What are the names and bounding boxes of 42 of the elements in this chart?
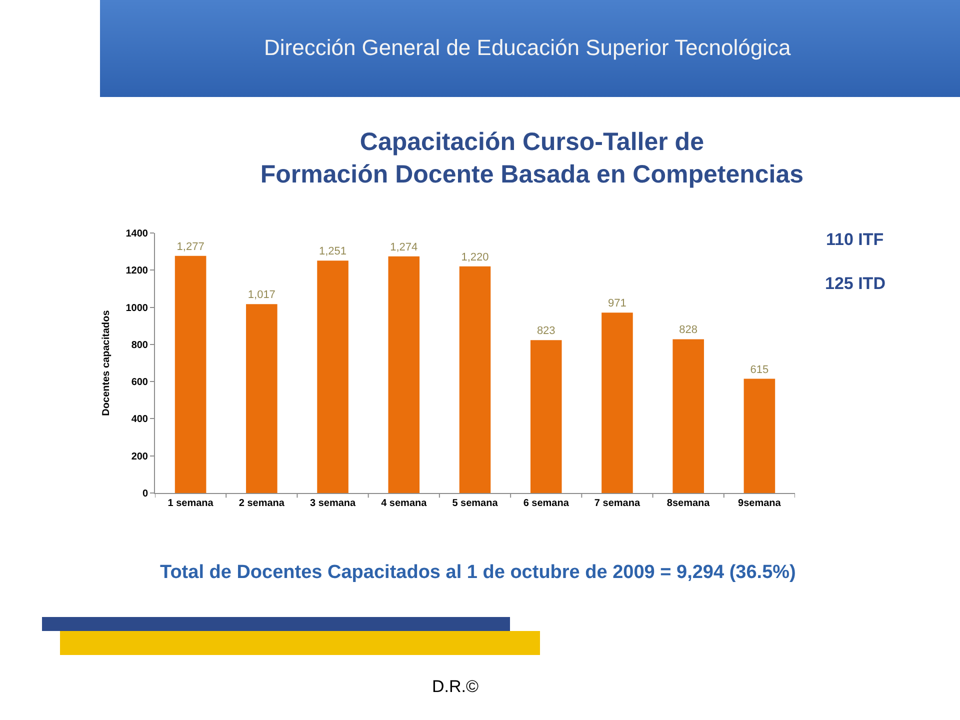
bar	[317, 260, 348, 493]
y-axis-title: Docentes capacitados	[100, 310, 112, 416]
data-label: 1,220	[461, 251, 489, 264]
data-label: 615	[750, 364, 769, 376]
text: 110 ITF	[826, 230, 884, 249]
text: D.R.©	[432, 677, 479, 696]
data-label: 828	[679, 324, 698, 336]
data-label: 971	[608, 298, 626, 310]
y-tick-label: 600	[131, 377, 148, 388]
x-tick-label: 6 semana	[523, 498, 570, 509]
y-tick-label: 1400	[126, 228, 148, 240]
x-tick-label: 7 semana	[594, 498, 640, 509]
x-tick-label: 9semana	[738, 498, 782, 509]
text: Dirección General de Educación Superior Tecnológica	[264, 35, 792, 60]
chart-title: Capacitación Curso-Taller de Formación Docente Basada en Competencias	[260, 128, 804, 188]
y-tick-label: 400	[131, 414, 148, 426]
x-tick-label: 5 semana	[452, 498, 498, 509]
y-tick-label: 800	[131, 340, 148, 351]
x-tick-label: 3 semana	[310, 498, 356, 509]
y-tick-label: 1000	[126, 302, 148, 314]
bar	[744, 378, 776, 493]
bar	[672, 339, 704, 493]
x-tick-label: 8semana	[666, 498, 710, 509]
bar	[602, 312, 633, 493]
data-label: 1,251	[319, 246, 347, 258]
bar	[459, 266, 491, 493]
data-label: 1,277	[176, 240, 204, 253]
text: Total de Docentes Capacitados al 1 de octubre de 2009 = 9,294 (36.5%)	[160, 562, 796, 583]
y-tick-label: 1200	[126, 266, 148, 277]
x-tick-label: 1 semana	[168, 498, 214, 509]
y-tick-label: 200	[131, 451, 148, 462]
bar	[246, 304, 278, 493]
bar	[174, 256, 206, 493]
bar	[388, 256, 420, 493]
text: 125 ITD	[825, 274, 886, 293]
x-tick-label: 4 semana	[381, 498, 428, 509]
y-tick-label: 0	[142, 488, 148, 500]
data-label: 1,274	[390, 241, 418, 254]
data-label: 823	[536, 325, 556, 338]
data-label: 1,017	[248, 289, 276, 302]
bar	[530, 340, 562, 493]
x-tick-label: 2 semana	[238, 498, 285, 509]
